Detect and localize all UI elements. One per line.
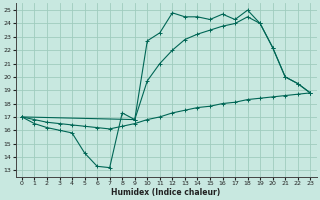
X-axis label: Humidex (Indice chaleur): Humidex (Indice chaleur) <box>111 188 221 197</box>
